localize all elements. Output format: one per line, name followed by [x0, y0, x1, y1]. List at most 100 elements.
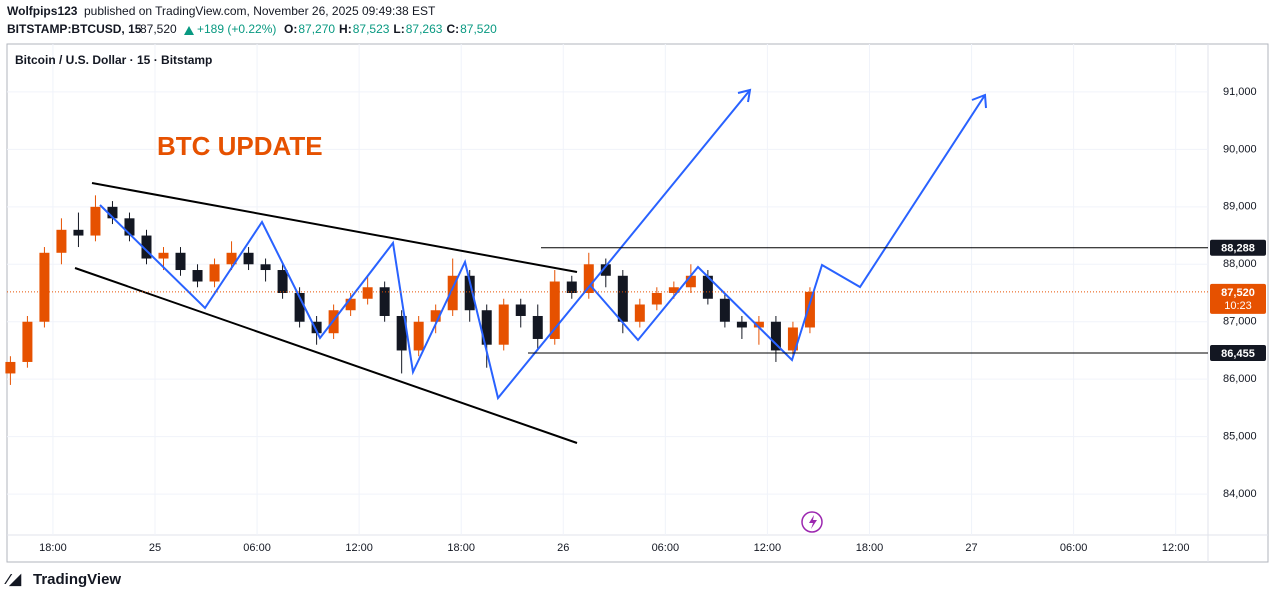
last: 87,520: [140, 22, 177, 36]
candle-body: [617, 275, 628, 322]
candle-body: [464, 275, 475, 311]
candle-body: [736, 321, 747, 328]
annotation: BTC UPDATE: [157, 131, 323, 161]
candle-body: [566, 281, 577, 294]
candle-body: [226, 252, 237, 265]
up-arrow: [184, 26, 194, 35]
y-tick-label: 86,000: [1223, 373, 1257, 385]
path-2: [589, 94, 986, 362]
level-tag: [1210, 345, 1266, 362]
x-tick-label: 27: [965, 542, 977, 554]
candle-body: [56, 229, 67, 253]
x-tick-label: 12:00: [345, 542, 373, 554]
candle-body: [634, 304, 645, 322]
candle-body: [73, 229, 84, 236]
ohlc-label: O:: [284, 22, 297, 36]
wedge-top: [91, 182, 578, 273]
icon[interactable]: [801, 511, 823, 533]
candle-body: [532, 315, 543, 339]
candle-body: [311, 321, 322, 334]
candle-body: [243, 252, 254, 265]
published: published on TradingView.com, November 2…: [84, 4, 436, 18]
candle-body: [753, 321, 764, 328]
level-tag: [1210, 239, 1266, 256]
x-tick-label: 25: [149, 542, 161, 554]
candle-body: [345, 298, 356, 311]
candle-body: [600, 264, 611, 276]
candle-body: [515, 304, 526, 316]
x-tick-label: 18:00: [856, 542, 884, 554]
candle-body: [379, 287, 390, 316]
ohlc-label: L:: [393, 22, 404, 36]
candle-body: [702, 275, 713, 299]
wedge-bottom: [74, 267, 578, 444]
chart-title: Bitcoin / U.S. Dollar · 15 · Bitstamp: [15, 53, 212, 67]
x-tick-label: 06:00: [652, 542, 680, 554]
candle-body: [481, 310, 492, 345]
candle-body: [124, 218, 135, 236]
grid: 84,000 85,000 86,000 87,000 88,000 89,000 90,0…: [7, 44, 1257, 554]
candle-body: [158, 252, 169, 259]
candle-body: [294, 293, 305, 322]
candle-body: [498, 304, 509, 345]
candle-body: [447, 275, 458, 311]
y-tick-label: 91,000: [1223, 86, 1257, 98]
candle-body: [804, 291, 815, 328]
ohlc-value: 87,263: [406, 22, 443, 36]
candles: [5, 195, 815, 385]
candle-body: [141, 235, 152, 259]
ohlc-value: 87,520: [460, 22, 497, 36]
level-label: 86,455: [1221, 348, 1255, 360]
candle-body: [22, 321, 33, 362]
candle-body: [583, 264, 594, 294]
ohlc: O: 87,270 H: 87,523 L: 87,263 C: 87,520: [284, 22, 497, 36]
countdown: 10:23: [1224, 300, 1252, 312]
candle-body: [5, 361, 16, 374]
publisher: Wolfpips123: [7, 4, 78, 18]
change: +189 (+0.22%): [197, 22, 276, 36]
x-tick-label: 18:00: [39, 542, 67, 554]
x-tick-label: 06:00: [1060, 542, 1088, 554]
candle-body: [549, 281, 560, 339]
candle-body: [362, 287, 373, 299]
candle-body: [651, 293, 662, 305]
icon-bolt: [809, 515, 817, 529]
brand: TradingView: [33, 571, 121, 588]
candle-body: [90, 206, 101, 236]
candle-body: [39, 252, 50, 322]
path-1: [99, 89, 751, 401]
arrow-2: [971, 93, 987, 109]
candle-body: [719, 298, 730, 322]
y-tick-label: 87,000: [1223, 316, 1257, 328]
candle-body: [685, 275, 696, 288]
x-tick-label: 26: [557, 542, 569, 554]
ohlc-label: H:: [339, 22, 352, 36]
y-tick-label: 84,000: [1223, 488, 1257, 500]
x-tick-label: 12:00: [1162, 542, 1190, 554]
arrow-1: [737, 88, 752, 103]
frame: [6, 43, 1269, 563]
y-tick-label: 89,000: [1223, 201, 1257, 213]
ohlc-label: C:: [446, 22, 459, 36]
drawings: [74, 88, 987, 444]
candle-body: [192, 270, 203, 282]
candle-body: [107, 206, 118, 219]
candle-body: [396, 315, 407, 351]
candle-body: [209, 264, 220, 282]
candle-body: [175, 252, 186, 271]
candle-body: [277, 270, 288, 294]
logo-mark: ⁄◢: [4, 571, 22, 588]
y-tick-label: 85,000: [1223, 431, 1257, 443]
y-tick-label: 88,000: [1223, 258, 1257, 270]
x-tick-label: 18:00: [447, 542, 475, 554]
y-tick-label: 90,000: [1223, 143, 1257, 155]
last-price-tag: [1210, 283, 1266, 314]
symbol: BITSTAMP:BTCUSD, 15: [7, 22, 142, 36]
ohlc-value: 87,523: [353, 22, 390, 36]
x-tick-label: 06:00: [243, 542, 271, 554]
candle-body: [413, 321, 424, 351]
candle-body: [668, 287, 679, 294]
